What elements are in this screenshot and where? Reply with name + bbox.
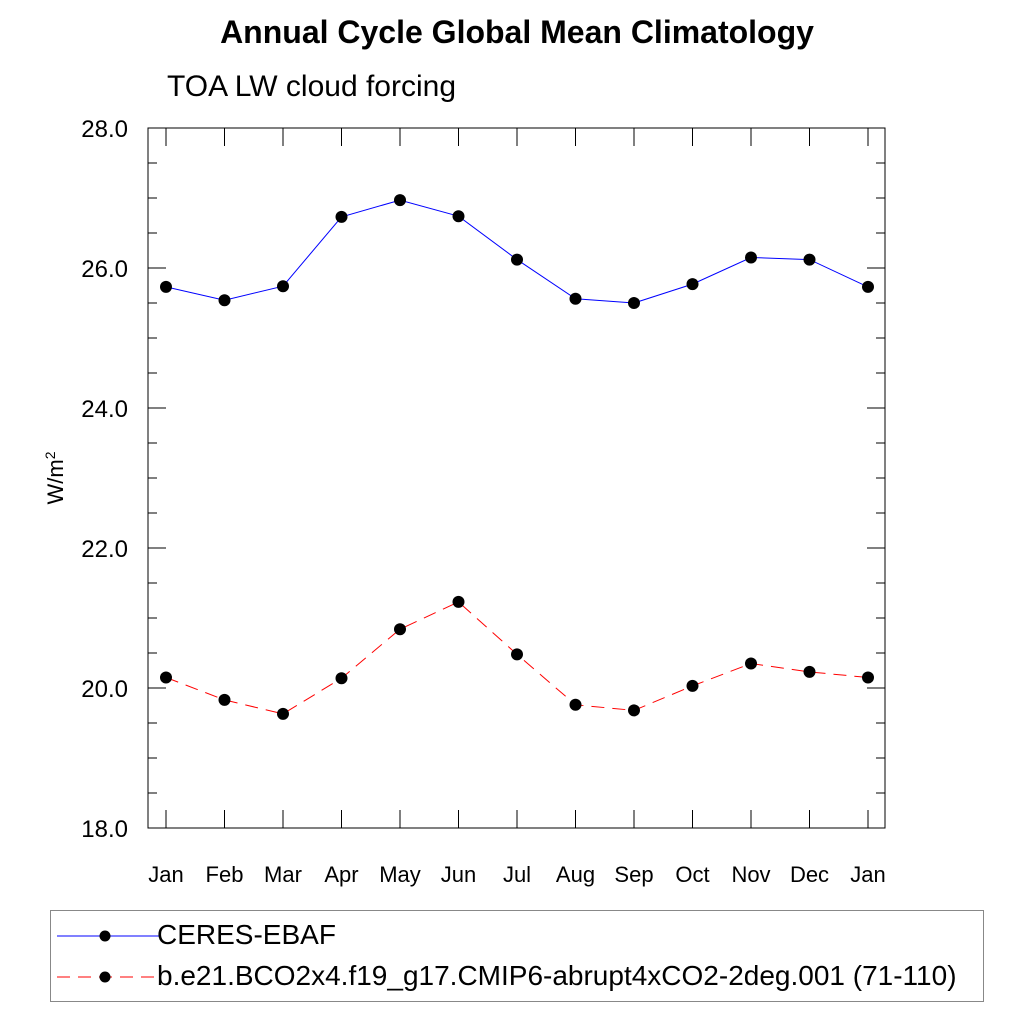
x-tick-label: May [379,862,421,887]
x-tick-label: Jun [441,862,476,887]
series-1-point [511,648,523,661]
series-0-point [335,210,348,223]
series-0-point [569,292,582,305]
x-tick-labels: Jan Feb Mar Apr May Jun Jul Aug Sep Oct Nov Dec Jan [148,862,885,887]
series-1-point [686,679,699,692]
series-0-point [686,278,699,291]
series-1-point [335,672,348,685]
legend-marker-series-1 [99,971,111,983]
legend-label-model-run: b.e21.BCO2x4.f19_g17.CMIP6-abrupt4xCO2-2… [157,960,957,991]
data-series [160,194,874,720]
series-0-point [803,253,816,266]
chart-subtitle: TOA LW cloud forcing [167,70,457,103]
series-1-point [277,707,289,720]
x-tick-label: Apr [324,862,358,887]
tick-marks [148,127,885,829]
y-tick-label: 20.0 [81,676,128,703]
x-tick-label: Aug [556,862,595,887]
series-line-0 [165,199,869,304]
x-tick-label: Nov [731,862,770,887]
series-0-point [160,280,172,293]
series-1-point [218,693,231,706]
legend-label-ceres-ebaf: CERES-EBAF [157,919,336,950]
series-0-point [452,210,465,223]
x-tick-label: Jan [850,862,885,887]
x-tick-label: Jul [503,862,531,887]
series-0-point [745,251,757,264]
x-tick-label: Sep [614,862,653,887]
series-0-point [628,297,640,309]
x-tick-label: Oct [675,862,709,887]
legend-markers [57,930,159,983]
series-1-point [628,704,640,717]
series-1-point [569,698,582,711]
series-0-point [511,253,523,266]
chart-title: Annual Cycle Global Mean Climatology [220,14,814,50]
x-tick-label: Jan [148,862,183,887]
y-axis-label: W/m2 [42,451,68,504]
series-0-point [394,194,406,207]
y-tick-label: 18.0 [81,816,128,843]
x-tick-label: Feb [206,862,244,887]
y-tick-labels: 18.0 20.0 22.0 24.0 26.0 28.0 [81,116,128,843]
series-1-point [745,657,757,670]
legend-marker-series-0 [99,930,111,942]
series-1-point [394,623,406,636]
legend: CERES-EBAF b.e21.BCO2x4.f19_g17.CMIP6-ab… [50,910,984,1002]
series-1-point [803,665,816,678]
y-tick-label: 26.0 [81,256,128,283]
y-tick-label: 28.0 [81,116,128,143]
x-tick-label: Dec [790,862,829,887]
series-1-point [160,671,172,684]
x-tick-label: Mar [264,862,302,887]
series-1-point [452,595,465,608]
y-tick-label: 24.0 [81,396,128,423]
series-0-point [862,280,874,293]
y-tick-label: 22.0 [81,536,128,563]
series-1-point [862,671,874,684]
series-0-point [277,280,289,293]
plot-frame [147,127,886,829]
series-0-point [218,294,231,307]
